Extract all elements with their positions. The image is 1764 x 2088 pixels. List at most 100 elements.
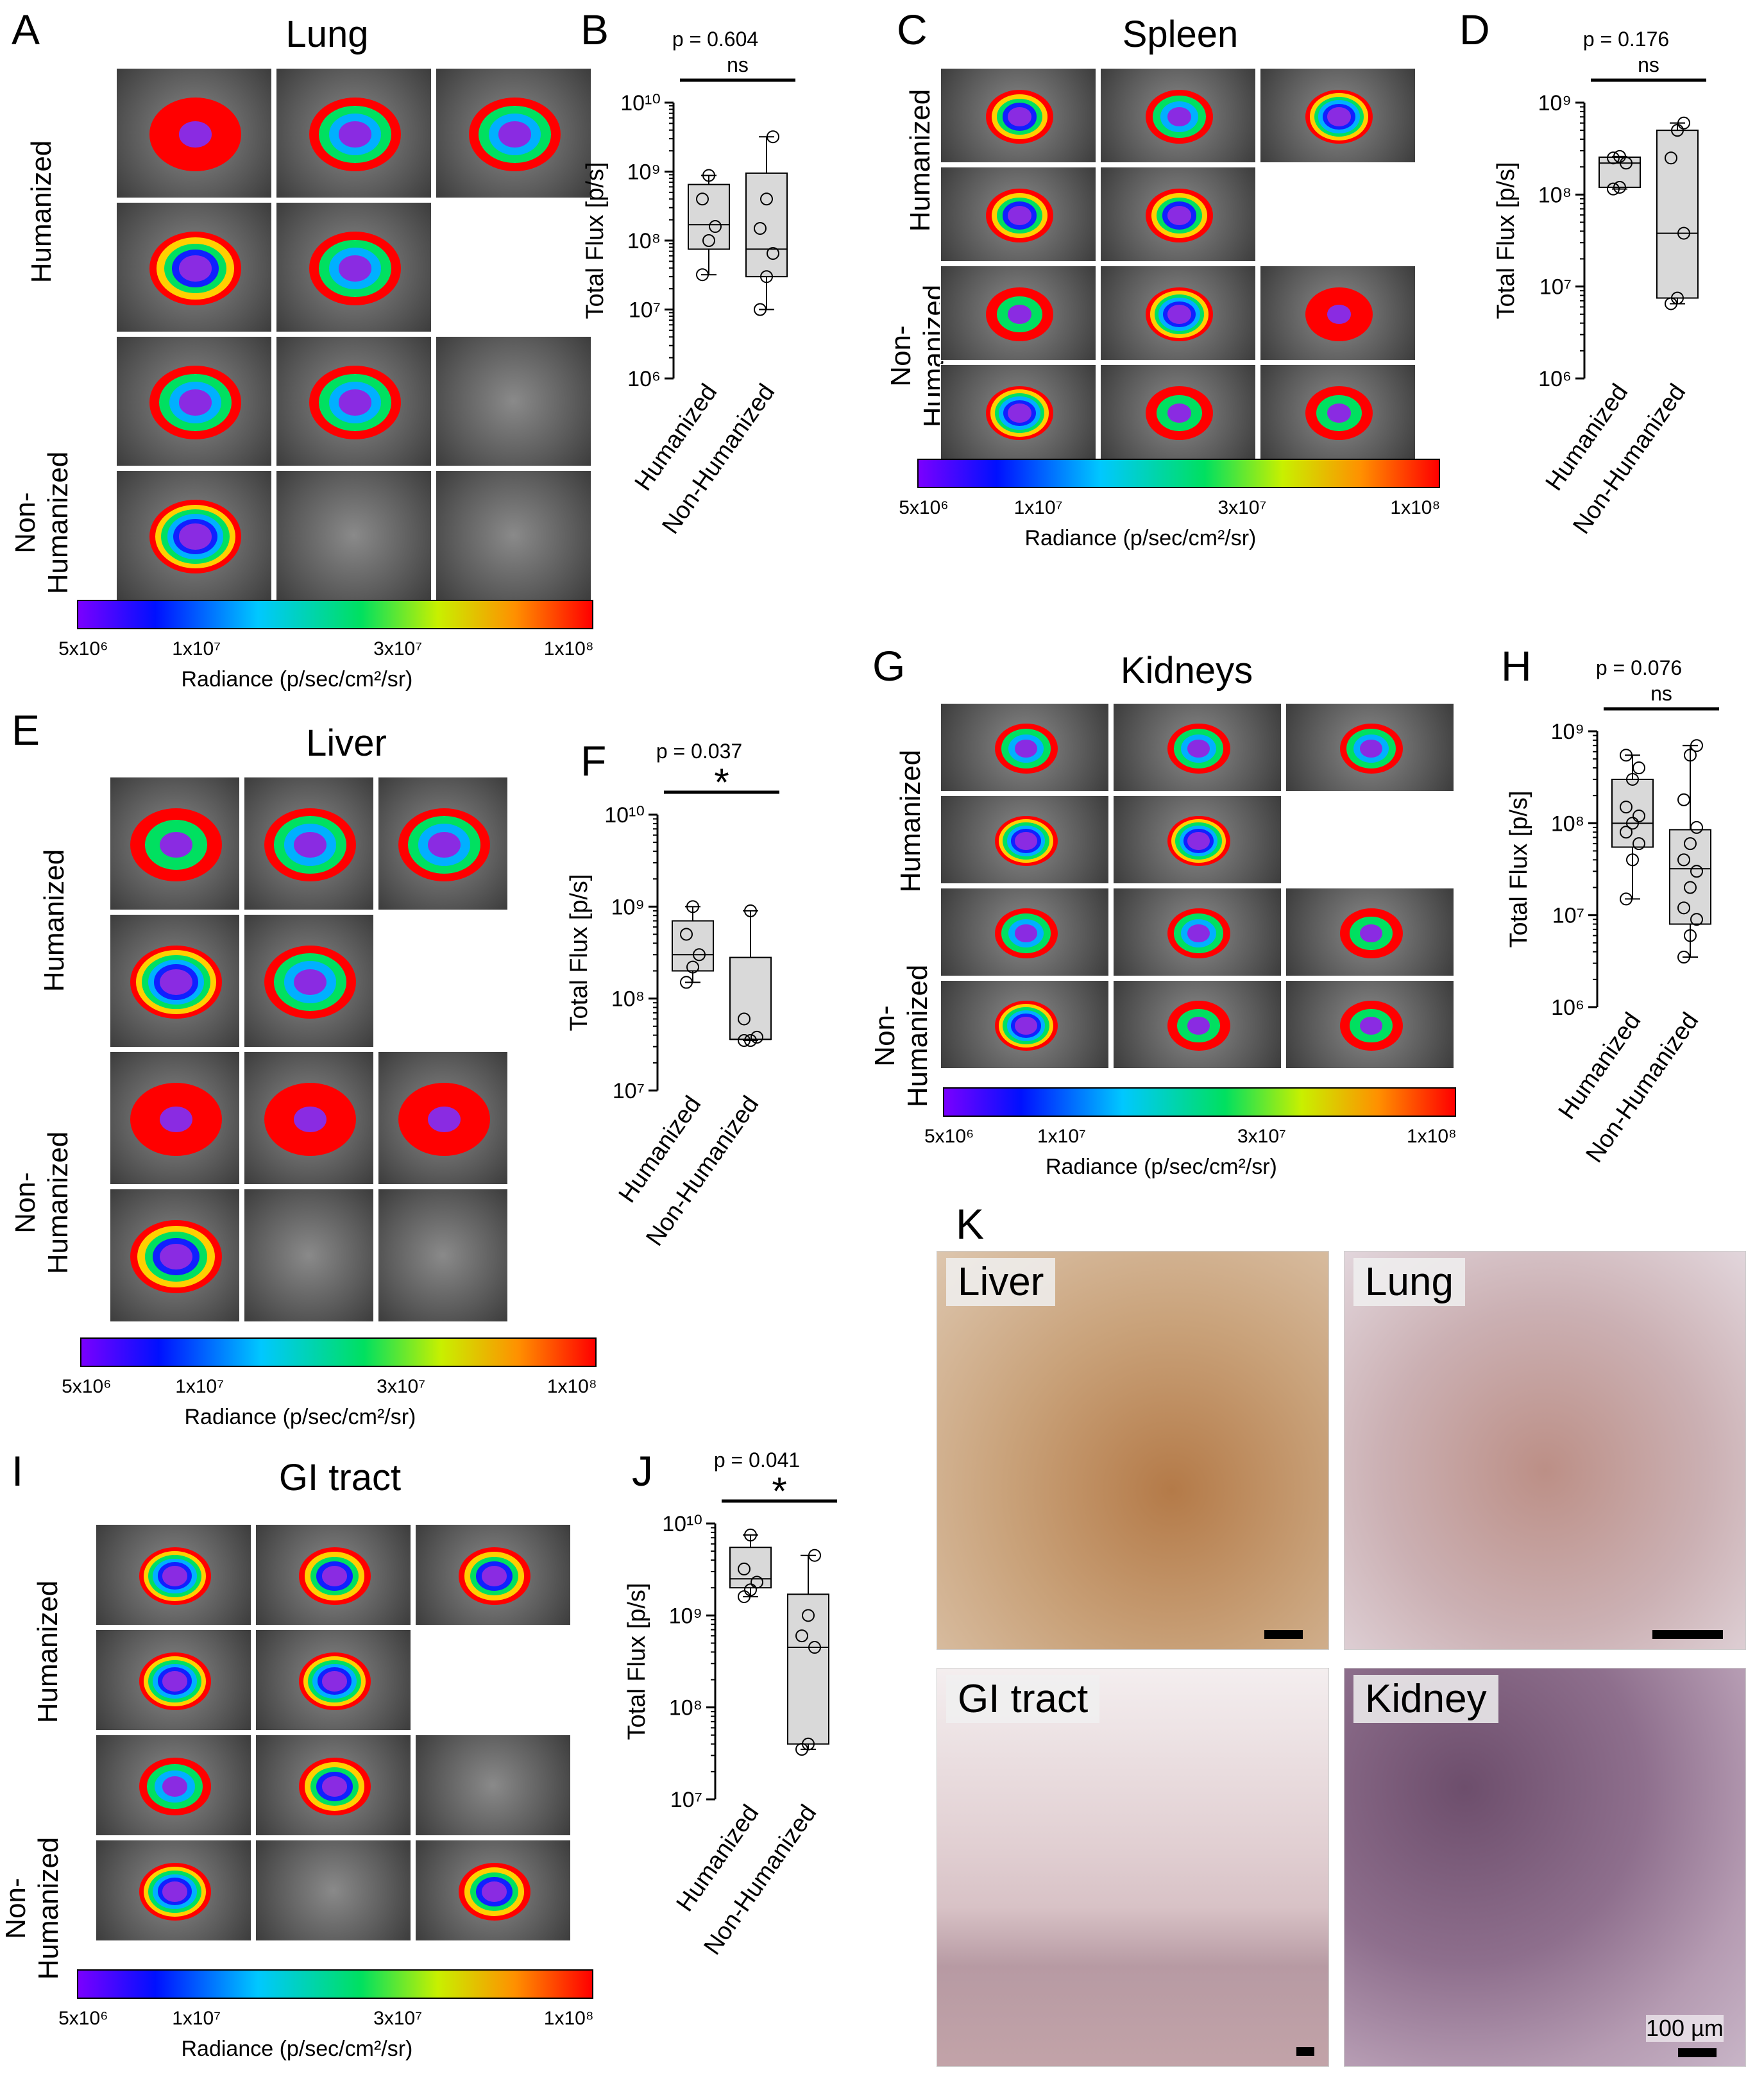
imaging-tile <box>940 702 1110 792</box>
imaging-tile <box>1259 265 1416 361</box>
significance-label: ns <box>1650 682 1672 705</box>
row-label-humanized: Humanized <box>32 1580 64 1724</box>
imaging-tile <box>115 201 273 333</box>
y-tick-label: 10⁸ <box>1551 811 1584 836</box>
data-point <box>1677 116 1690 130</box>
row-label-humanized: Humanized <box>38 849 70 992</box>
data-point <box>1690 820 1703 834</box>
signal-blob <box>1008 206 1031 225</box>
imaging-tile <box>1259 364 1416 460</box>
data-point <box>1671 291 1684 305</box>
data-point <box>1690 865 1703 878</box>
y-tick-label: 10⁷ <box>1552 904 1584 928</box>
imaging-tile <box>109 1188 241 1323</box>
data-point <box>1620 157 1633 170</box>
scale-bar <box>1264 1630 1303 1639</box>
signal-blob <box>162 1881 188 1902</box>
signal-blob <box>481 1881 507 1902</box>
data-point <box>744 904 757 917</box>
imaging-tile <box>95 1524 252 1626</box>
data-point <box>738 1562 751 1575</box>
scale-bar <box>1678 2048 1717 2057</box>
signal-blob <box>1360 740 1382 758</box>
colorbar-tick-label: 1x10⁷ <box>172 638 221 659</box>
imaging-tile <box>1112 887 1282 977</box>
box <box>729 956 772 1040</box>
signal-blob <box>1167 305 1191 324</box>
data-point <box>686 900 699 913</box>
signal-blob <box>1187 1017 1210 1035</box>
p-value-label: p = 0.176 <box>1583 28 1669 51</box>
signal-blob <box>160 969 192 996</box>
imaging-tile <box>1285 702 1455 792</box>
imaging-tile <box>255 1734 412 1837</box>
y-tick-label: 10⁷ <box>613 1079 645 1103</box>
data-point <box>767 130 779 144</box>
y-tick-label: 10⁹ <box>669 1604 702 1628</box>
imaging-tile <box>95 1629 252 1731</box>
data-point <box>1684 749 1697 762</box>
colorbar-tick-label: 5x10⁶ <box>58 638 108 659</box>
imaging-tile <box>1112 795 1282 885</box>
data-point <box>1633 761 1645 775</box>
y-axis-label: Total Flux [p/s] <box>582 162 609 319</box>
significance-label: ns <box>1638 53 1659 76</box>
data-point <box>738 1590 751 1604</box>
imaging-tile <box>243 1051 375 1185</box>
data-point <box>1620 801 1633 814</box>
imaging-tile <box>435 470 592 601</box>
imaging-tile <box>1259 67 1416 164</box>
signal-blob <box>339 255 371 282</box>
imaging-tile <box>940 364 1097 460</box>
panel-label-b: B <box>581 6 609 53</box>
imaging-tile <box>1112 702 1282 792</box>
scale-bar <box>1296 2047 1314 2056</box>
panel-label-c: C <box>897 6 928 53</box>
data-point <box>696 192 709 206</box>
data-point <box>1677 951 1690 964</box>
signal-blob <box>1008 107 1031 126</box>
signal-blob <box>1187 924 1210 942</box>
panel-label-d: D <box>1459 6 1490 53</box>
data-point <box>1684 881 1697 894</box>
data-point <box>680 976 693 989</box>
radiance-colorbar <box>943 1087 1456 1117</box>
data-point <box>1690 739 1703 752</box>
imaging-tile <box>275 470 432 601</box>
imaging-tile <box>95 1839 252 1942</box>
y-axis-label: Total Flux [p/s] <box>623 1583 650 1740</box>
data-point <box>1665 151 1677 165</box>
colorbar-tick-label: 1x10⁷ <box>1037 1126 1086 1147</box>
p-value-label: p = 0.076 <box>1596 656 1682 679</box>
data-point <box>1677 226 1690 240</box>
imaging-tile <box>940 980 1110 1069</box>
signal-blob <box>1187 832 1210 850</box>
imaging-tile <box>243 913 375 1048</box>
radiance-colorbar <box>77 1969 593 1999</box>
radiance-colorbar <box>77 600 593 629</box>
data-point <box>1626 853 1639 867</box>
imaging-tile <box>115 470 273 601</box>
data-point <box>744 1528 757 1541</box>
imaging-tile <box>940 166 1097 262</box>
data-point <box>751 1575 763 1589</box>
y-tick-label: 10⁸ <box>1538 183 1572 207</box>
y-axis-label: Total Flux [p/s] <box>1493 162 1520 319</box>
colorbar-tick-label: 3x10⁷ <box>1237 1126 1286 1147</box>
panel-label-a: A <box>12 6 40 53</box>
imaging-tile <box>1112 980 1282 1069</box>
colorbar-tick-label: 1x10⁸ <box>1407 1126 1457 1147</box>
imaging-tile <box>435 67 592 199</box>
box <box>1611 778 1654 848</box>
data-point <box>1633 837 1645 851</box>
panel-label-j: J <box>632 1447 653 1495</box>
data-point <box>760 192 773 206</box>
y-tick-label: 10⁹ <box>627 160 661 185</box>
imaging-tile <box>95 1734 252 1837</box>
panel-label-i: I <box>12 1447 24 1495</box>
histology-liver-image: Liver <box>937 1251 1329 1650</box>
imaging-tile <box>414 1734 572 1837</box>
data-point <box>680 928 693 941</box>
row-label-nonhumanized: Non- Humanized <box>869 964 933 1108</box>
